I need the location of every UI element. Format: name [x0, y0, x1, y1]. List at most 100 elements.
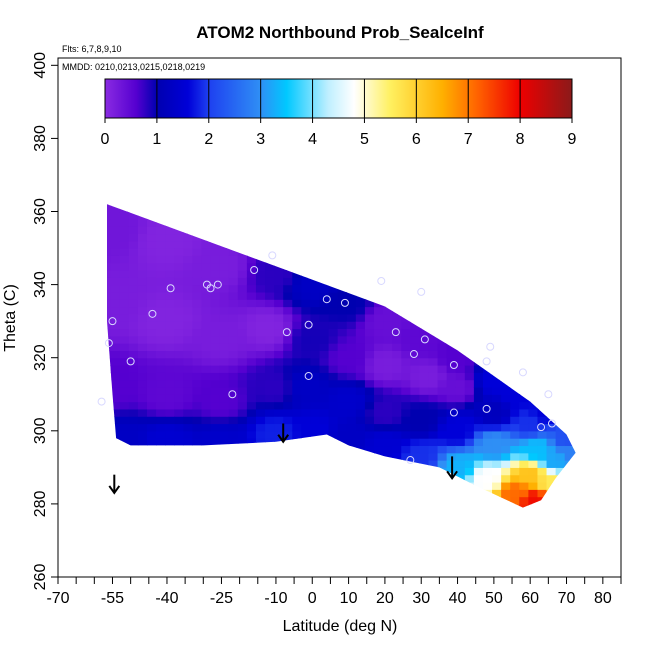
heatmap-cell: [237, 262, 248, 271]
observation-points: [97, 251, 556, 465]
heatmap-cell: [292, 357, 302, 366]
heatmap-cell: [564, 379, 575, 388]
heatmap-cell: [255, 460, 266, 468]
heatmap-cell: [401, 445, 411, 454]
heatmap-cell: [110, 262, 121, 271]
heatmap-cell: [482, 452, 493, 461]
heatmap-cell: [210, 452, 221, 461]
heatmap-cell: [464, 226, 475, 235]
heatmap-cell: [107, 379, 112, 388]
heatmap-cell: [573, 335, 576, 344]
heatmap-cell: [228, 460, 239, 468]
heatmap-cell: [392, 255, 402, 264]
heatmap-cell: [374, 255, 384, 264]
heatmap-cell: [437, 328, 448, 337]
heatmap-cell: [219, 394, 230, 403]
heatmap-cell: [555, 204, 566, 213]
heatmap-cell: [283, 503, 293, 508]
heatmap-cell: [455, 430, 466, 439]
heatmap-cell: [292, 350, 302, 359]
heatmap-cell: [146, 248, 157, 256]
heatmap-cell: [337, 394, 348, 403]
heatmap-cell: [274, 233, 284, 242]
heatmap-cell: [337, 233, 348, 242]
heatmap-cell: [383, 365, 393, 373]
heatmap-cell: [401, 416, 411, 425]
heatmap-cell: [183, 291, 193, 300]
heatmap-cell: [110, 350, 121, 359]
heatmap-cell: [383, 204, 393, 205]
heatmap-cell: [419, 218, 430, 227]
heatmap-cell: [428, 489, 439, 498]
heatmap-cell: [383, 299, 393, 308]
heatmap-cell: [201, 496, 212, 505]
heatmap-cell: [310, 335, 321, 344]
heatmap-cell: [165, 438, 175, 447]
heatmap-cell: [192, 460, 203, 468]
heatmap-cell: [564, 328, 575, 337]
heatmap-cell: [255, 423, 266, 432]
heatmap-cell: [437, 240, 448, 249]
heatmap-cell: [537, 357, 548, 366]
heatmap-cell: [573, 284, 576, 293]
heatmap-cell: [201, 350, 212, 359]
heatmap-cell: [255, 343, 266, 351]
heatmap-cell: [219, 481, 230, 490]
heatmap-cell: [137, 503, 148, 508]
x-tick-label: 60: [521, 590, 539, 607]
heatmap-cell: [564, 408, 575, 417]
heatmap-cell: [410, 445, 421, 454]
heatmap-cell: [364, 240, 375, 249]
heatmap-cell: [283, 240, 293, 249]
heatmap-cell: [274, 416, 284, 425]
heatmap-cell: [319, 372, 330, 381]
heatmap-cell: [401, 365, 411, 373]
heatmap-cell: [564, 240, 575, 249]
heatmap-cell: [201, 430, 212, 439]
heatmap-cell: [564, 262, 575, 271]
heatmap-cell: [410, 365, 421, 373]
heatmap-cell: [492, 438, 502, 447]
heatmap-cell: [374, 372, 384, 381]
heatmap-cell: [410, 248, 421, 256]
heatmap-cell: [165, 474, 175, 483]
heatmap-cell: [165, 365, 175, 373]
heatmap-cell: [274, 299, 284, 308]
heatmap-cell: [410, 204, 421, 205]
heatmap-cell: [473, 481, 484, 490]
heatmap-cell: [482, 218, 493, 227]
heatmap-cell: [537, 430, 548, 439]
heatmap-cell: [482, 445, 493, 454]
heatmap-cell: [546, 372, 557, 381]
heatmap-cell: [410, 306, 421, 315]
heatmap-cell: [156, 511, 166, 519]
heatmap-cell: [192, 248, 203, 256]
heatmap-cell: [410, 452, 421, 461]
heatmap-cell: [119, 379, 130, 388]
heatmap-cell: [364, 284, 375, 293]
heatmap-cell: [274, 386, 284, 395]
heatmap-cell: [210, 284, 221, 293]
heatmap-cell: [128, 240, 139, 249]
heatmap-cell: [119, 394, 130, 403]
heatmap-cell: [137, 496, 148, 505]
heatmap-cell: [537, 401, 548, 410]
heatmap-cell: [219, 445, 230, 454]
heatmap-cell: [555, 503, 566, 508]
heatmap-cell: [174, 379, 184, 388]
heatmap-cell: [265, 503, 275, 508]
heatmap-cell: [501, 226, 511, 235]
heatmap-cell: [183, 467, 193, 476]
heatmap-cell: [219, 313, 230, 322]
heatmap-cell: [374, 335, 384, 344]
heatmap-cell: [255, 474, 266, 483]
heatmap-cell: [419, 496, 430, 505]
heatmap-cell: [283, 408, 293, 417]
heatmap-cell: [410, 401, 421, 410]
heatmap-cell: [174, 460, 184, 468]
heatmap-cell: [328, 321, 339, 330]
heatmap-cell: [119, 248, 130, 256]
heatmap-cell: [492, 357, 502, 366]
heatmap-cell: [255, 248, 266, 256]
heatmap-cell: [583, 285, 593, 293]
